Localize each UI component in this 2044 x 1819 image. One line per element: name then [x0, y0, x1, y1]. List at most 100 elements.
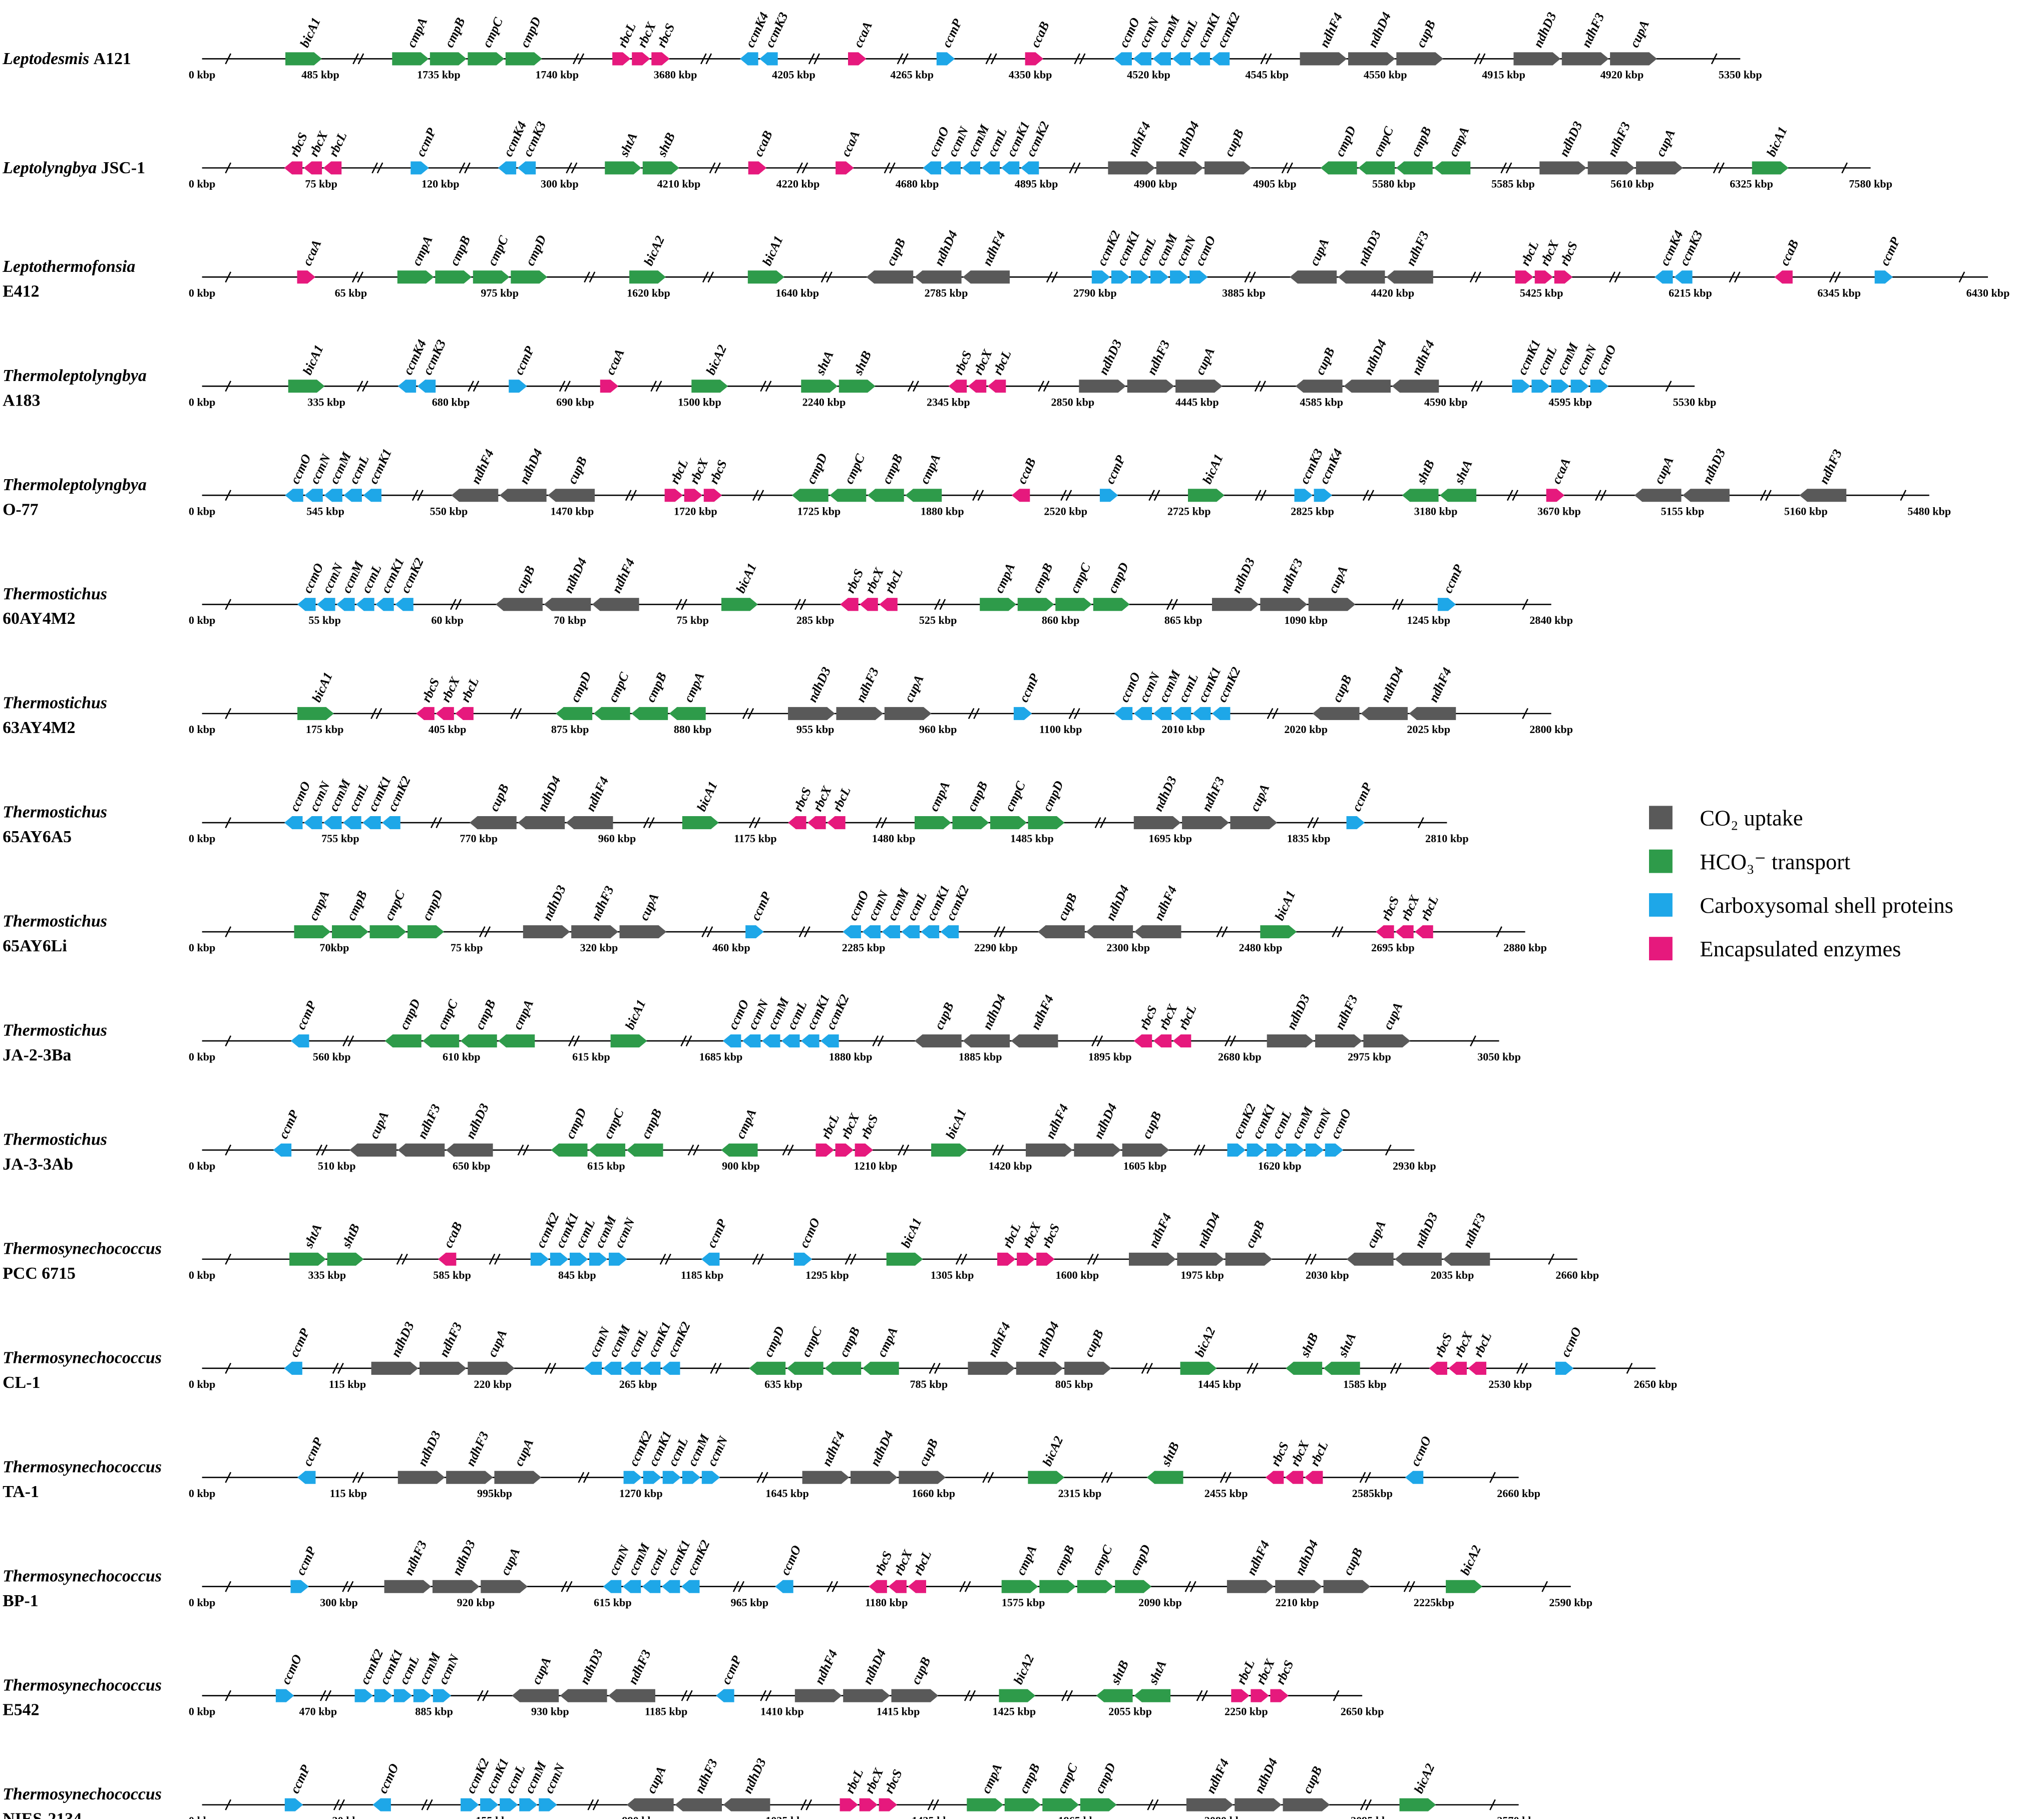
gene-label: ndhF4 — [1244, 1539, 1273, 1578]
kbp-label: 4210 kbp — [657, 177, 701, 190]
gene-label: ndhD3 — [463, 1102, 492, 1141]
gene-arrow — [1235, 1798, 1282, 1811]
genus: Thermostichus — [3, 1131, 107, 1149]
gene-arrow — [914, 1034, 962, 1047]
gene-label: cmpA — [306, 888, 332, 923]
organism-name: Thermostichus — [3, 1131, 107, 1149]
break-mark — [1260, 381, 1267, 392]
kbp-label: 2695 kbp — [1371, 941, 1415, 954]
genus: Thermosynechococcus — [3, 1567, 162, 1585]
gene-arrow — [1674, 270, 1693, 284]
gene-arrow — [775, 1580, 793, 1593]
strain: 63AY4M2 — [3, 718, 75, 737]
gene-label: ndhF3 — [625, 1648, 654, 1687]
gene-arrow — [1376, 925, 1394, 939]
kbp-label: 1585 kbp — [1343, 1378, 1387, 1390]
gene-arrow — [1346, 816, 1365, 830]
gene-label: ndhD3 — [1412, 1210, 1440, 1250]
genus: Thermostichus — [3, 803, 107, 822]
gene-arrow — [297, 1471, 316, 1484]
gene-arrow — [480, 1798, 499, 1811]
break-mark — [643, 817, 650, 829]
gene-arrow — [1294, 489, 1313, 502]
gene-label: rbcS — [951, 348, 975, 377]
gene-arrow — [332, 925, 368, 939]
break-mark — [477, 1690, 484, 1701]
gene-label: ndhD4 — [561, 556, 589, 595]
gene-arrow — [701, 1471, 720, 1484]
gene-label: cupB — [1055, 891, 1080, 922]
genome-row: Thermosynechococcus CL-1 ccmP ndhD3 ndhF3 cup… — [3, 1319, 1677, 1391]
kbp-label: 4205 kbp — [772, 68, 815, 81]
gene-arrow — [827, 816, 846, 830]
break-mark — [827, 1581, 833, 1592]
gene-label: ndhF3 — [1460, 1211, 1488, 1250]
break-mark — [875, 817, 882, 829]
kbp-label: 2850 kbp — [1051, 396, 1094, 408]
gene-arrow — [786, 1361, 824, 1375]
legend-label: CO₂ uptake — [1700, 806, 1803, 831]
strain: JSC-1 — [101, 159, 145, 177]
break-mark — [583, 1472, 590, 1483]
gene-arrow — [481, 1580, 528, 1593]
gene-arrow — [1055, 598, 1092, 611]
break-mark — [436, 817, 443, 829]
gene-arrow — [395, 598, 414, 611]
genome-row: Thermostichus60AY4M2ccmOccmNccmMccmLccmK… — [3, 556, 1573, 628]
strain: BP-1 — [3, 1592, 38, 1610]
gene-label: ndhD4 — [1194, 1210, 1222, 1250]
break-mark — [473, 381, 480, 392]
gene-arrow — [593, 707, 630, 720]
gene-arrow — [651, 52, 670, 66]
break-mark — [813, 53, 820, 65]
break-mark — [761, 1472, 768, 1483]
break-mark — [325, 1690, 332, 1701]
break-mark — [225, 1035, 232, 1046]
kbp-label: 4915 kbp — [1482, 68, 1525, 81]
break-mark — [1333, 1690, 1340, 1701]
kbp-label: 2035 kbp — [1431, 1269, 1474, 1281]
kbp-label: 320 kbp — [580, 941, 618, 954]
kbp-label: 635 kbp — [764, 1378, 802, 1390]
gene-arrow — [899, 1471, 946, 1484]
kbp-label: 1720 kbp — [674, 505, 717, 517]
gene-arrow — [830, 489, 867, 502]
gene-arrow — [323, 816, 342, 830]
break-mark — [564, 381, 571, 392]
gene-arrow — [642, 1580, 661, 1593]
gene-arrow — [496, 598, 543, 611]
break-mark — [225, 162, 232, 174]
break-mark — [1522, 599, 1528, 610]
gene-arrow — [952, 816, 989, 830]
gene-arrow — [921, 925, 940, 939]
break-mark — [489, 1253, 496, 1265]
break-mark — [396, 1253, 403, 1265]
break-mark — [225, 1362, 232, 1374]
break-mark — [732, 1581, 739, 1592]
kbp-label: 70 kbp — [554, 614, 586, 626]
kbp-label: 70kbp — [319, 941, 349, 954]
break-mark — [479, 926, 486, 938]
gene-label: cupB — [883, 236, 908, 268]
gene-label: ccmP — [748, 889, 774, 923]
gene-arrow — [963, 1034, 1010, 1047]
kbp-label: 285 kbp — [796, 614, 835, 626]
space — [97, 159, 101, 177]
kbp-label: 955 kbp — [796, 723, 835, 736]
gene-arrow — [1636, 161, 1683, 175]
gene-arrow — [530, 1252, 549, 1266]
gene-label: rbcL — [1471, 1330, 1495, 1359]
gene-label: cmpB — [638, 1107, 665, 1141]
gene-label: ndhD4 — [535, 774, 563, 814]
organism-name: Thermosynechococcus — [3, 1785, 162, 1803]
gene-arrow — [622, 1361, 641, 1375]
gene-label: cmpC — [605, 670, 632, 704]
break-mark — [977, 490, 984, 501]
break-mark — [357, 1472, 364, 1483]
kbp-label: 2880 kbp — [1503, 941, 1547, 954]
gene-label: ccaB — [1028, 19, 1052, 50]
break-mark — [821, 271, 828, 283]
gene-arrow — [375, 598, 394, 611]
